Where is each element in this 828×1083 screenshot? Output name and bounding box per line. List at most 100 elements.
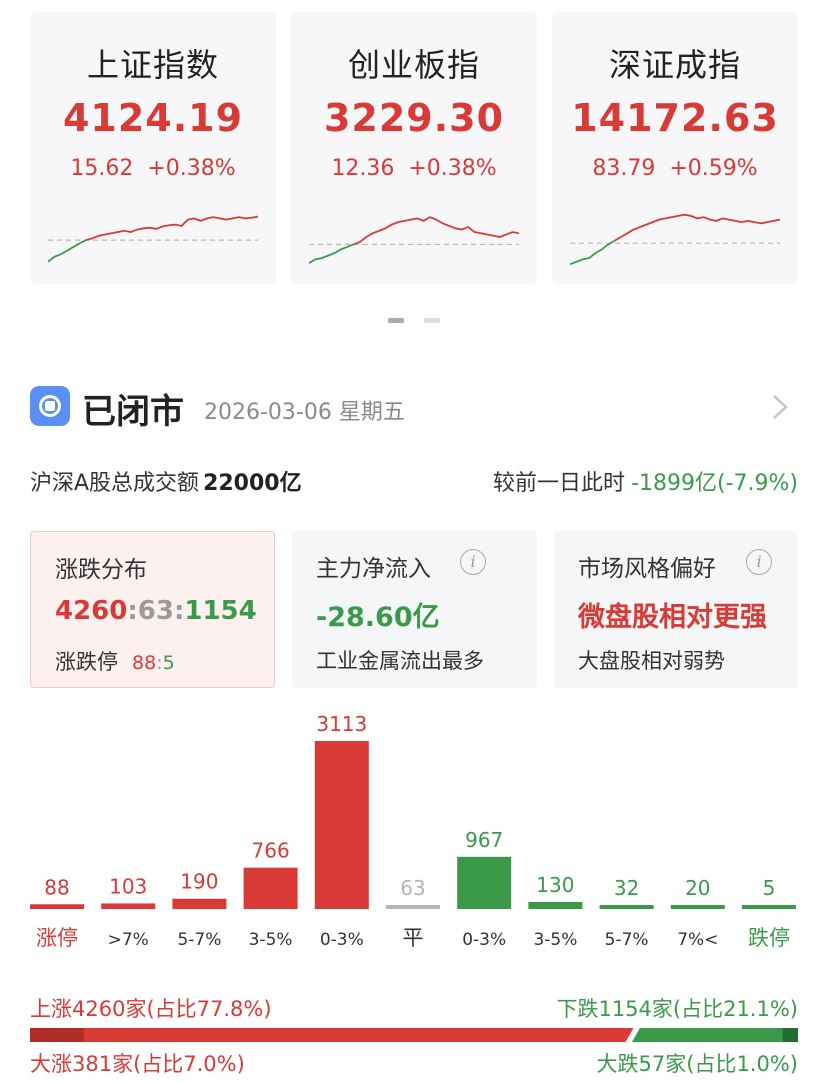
bar-value-label: 32	[614, 876, 639, 900]
bar	[599, 905, 654, 909]
style-box[interactable]: 市场风格偏好 i 微盘股相对更强 大盘股相对弱势	[554, 531, 798, 688]
sparkline-path	[614, 213, 780, 242]
bar-category-label: 5-7%	[177, 930, 221, 950]
bar	[386, 905, 440, 909]
chevron-right-icon[interactable]	[766, 392, 794, 422]
rise-fall-ratio-bar	[30, 1028, 798, 1042]
bar	[101, 903, 156, 909]
rise-summary: 上涨4260家(占比77.8%)	[30, 997, 272, 1021]
bar-category-label: 平	[403, 926, 424, 950]
index-name: 创业板指	[347, 46, 480, 84]
turnover-row: 沪深A股总成交额 22000亿 较前一日此时 -1899亿(-7.9%)	[30, 465, 798, 499]
bar	[314, 741, 369, 909]
bar-category-label: 3-5%	[249, 930, 293, 950]
index-sparkline	[570, 213, 780, 266]
big-rise-segment	[30, 1028, 84, 1042]
bar	[172, 898, 227, 909]
index-card-sz[interactable]: 深证成指 14172.63 83.79 +0.59%	[552, 12, 798, 284]
bar-value-label: 130	[536, 873, 574, 897]
market-status-title: 已闭市	[82, 392, 184, 432]
bar-category-label: 5-7%	[605, 930, 649, 950]
index-name: 深证成指	[608, 46, 741, 84]
page-dot[interactable]	[424, 318, 440, 323]
index-card-cyb[interactable]: 创业板指 3229.30 12.36 +0.38%	[291, 12, 537, 284]
big-fall-segment	[782, 1028, 798, 1042]
market-status-icon	[30, 386, 70, 426]
index-sparkline	[48, 215, 258, 263]
info-icon[interactable]: i	[460, 549, 486, 575]
index-card-sh[interactable]: 上证指数 4124.19 15.62 +0.38%	[30, 12, 276, 284]
bar	[528, 901, 583, 909]
distribution-title: 涨跌分布	[55, 557, 147, 583]
page-indicator	[388, 318, 448, 324]
bar-value-label: 63	[400, 876, 425, 900]
limit-up-count: 88	[132, 652, 157, 674]
style-sub: 大盘股相对弱势	[578, 649, 725, 673]
limit-label: 涨跌停	[55, 650, 118, 674]
sparkline-path	[85, 215, 258, 241]
distribution-down-count: 1154	[184, 596, 257, 626]
bar-value-label: 20	[685, 876, 710, 900]
bar-category-label: 0-3%	[320, 930, 364, 950]
bar-category-label: 0-3%	[462, 930, 506, 950]
inflow-box[interactable]: 主力净流入 i -28.60亿 工业金属流出最多	[292, 531, 537, 688]
bar-value-label: 3113	[316, 712, 367, 736]
distribution-flat-count: 63	[137, 596, 174, 626]
bar-value-label: 5	[763, 876, 776, 900]
distribution-up-count: 4260	[55, 596, 128, 626]
sparkline-path	[353, 216, 519, 246]
limit-row: 涨跌停 88:5	[55, 650, 175, 674]
index-change: 83.79	[592, 156, 656, 181]
big-rise-summary: 大涨381家(占比7.0%)	[30, 1052, 245, 1076]
bar	[243, 867, 298, 909]
index-value: 14172.63	[571, 96, 779, 140]
index-value: 3229.30	[323, 96, 505, 140]
index-cards: 上证指数 4124.19 15.62 +0.38% 创业板指 3229.30 12…	[30, 12, 798, 284]
bar-value-label: 967	[465, 828, 503, 852]
index-change-pct: +0.38%	[147, 156, 236, 181]
turnover-label: 沪深A股总成交额	[30, 471, 200, 496]
fall-summary: 下跌1154家(占比21.1%)	[556, 997, 798, 1021]
summary-bottom-row: 大涨381家(占比7.0%) 大跌57家(占比1.0%)	[30, 1048, 798, 1078]
summary-top-row: 上涨4260家(占比77.8%) 下跌1154家(占比21.1%)	[30, 993, 798, 1023]
page-dot-active[interactable]	[388, 318, 404, 323]
distribution-box[interactable]: 涨跌分布 4260:63:1154 涨跌停 88:5	[30, 531, 275, 688]
bar-value-label: 88	[44, 875, 69, 899]
bar-category-label: 7%<	[677, 930, 718, 950]
inflow-title: 主力净流入	[316, 556, 431, 582]
info-icon[interactable]: i	[746, 549, 772, 575]
big-fall-summary: 大跌57家(占比1.0%)	[596, 1052, 798, 1076]
sparkline-path	[48, 239, 87, 263]
bar-category-label: 跌停	[748, 926, 790, 950]
index-name: 上证指数	[86, 46, 219, 84]
distribution-bar-chart: 88 涨停 103 >7% 190 5-7% 766 3-5% 3113 0-3% 63 平 967 0-…	[30, 712, 796, 950]
bar-value-label: 103	[109, 874, 147, 898]
sparkline-path	[570, 239, 615, 266]
bar-value-label: 766	[252, 839, 290, 863]
index-change-pct: +0.59%	[669, 156, 758, 181]
index-value: 4124.19	[62, 96, 244, 140]
style-value: 微盘股相对更强	[578, 602, 767, 633]
bar	[30, 904, 84, 909]
rise-segment	[30, 1028, 634, 1042]
market-status-row[interactable]: 已闭市 2026-03-06 星期五	[30, 384, 798, 432]
limit-down-count: 5	[162, 652, 175, 674]
bar	[670, 905, 725, 909]
index-change: 12.36	[331, 156, 395, 181]
bar-category-label: 涨停	[36, 926, 78, 950]
fall-segment	[631, 1028, 798, 1042]
index-change: 15.62	[70, 156, 134, 181]
index-sparkline	[309, 216, 519, 264]
bar	[742, 905, 796, 909]
index-change-pct: +0.38%	[408, 156, 497, 181]
inflow-value: -28.60亿	[316, 602, 440, 633]
turnover-value: 22000亿	[203, 471, 302, 496]
bar-value-label: 190	[180, 870, 218, 894]
bar-category-label: >7%	[108, 930, 149, 950]
turnover-compare-value: -1899亿(-7.9%)	[631, 471, 798, 496]
distribution-ratio: 4260:63:1154	[55, 596, 257, 626]
style-title: 市场风格偏好	[578, 556, 716, 582]
turnover-compare-label: 较前一日此时	[493, 471, 626, 496]
bar	[457, 856, 512, 909]
bar-category-label: 3-5%	[533, 930, 577, 950]
